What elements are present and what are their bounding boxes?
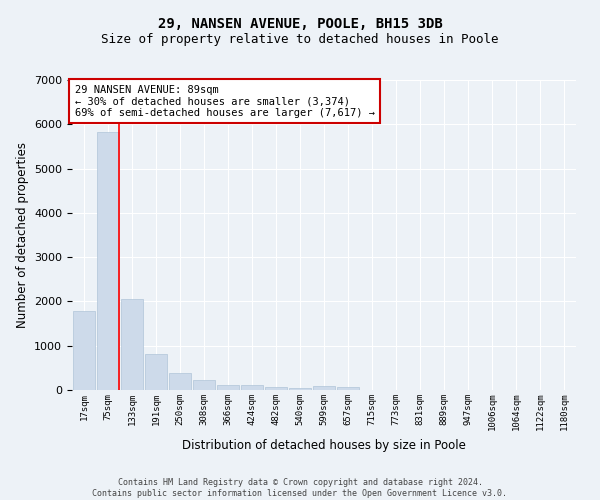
Bar bbox=[217, 384, 239, 390]
Bar bbox=[73, 311, 95, 390]
Text: Contains HM Land Registry data © Crown copyright and database right 2024.
Contai: Contains HM Land Registry data © Crown c… bbox=[92, 478, 508, 498]
Bar bbox=[169, 374, 191, 390]
Bar bbox=[97, 132, 119, 390]
Text: 29 NANSEN AVENUE: 89sqm
← 30% of detached houses are smaller (3,374)
69% of semi: 29 NANSEN AVENUE: 89sqm ← 30% of detache… bbox=[74, 84, 374, 118]
Bar bbox=[241, 385, 263, 390]
Text: Size of property relative to detached houses in Poole: Size of property relative to detached ho… bbox=[101, 32, 499, 46]
X-axis label: Distribution of detached houses by size in Poole: Distribution of detached houses by size … bbox=[182, 438, 466, 452]
Bar bbox=[145, 354, 167, 390]
Bar bbox=[193, 380, 215, 390]
Bar bbox=[121, 299, 143, 390]
Y-axis label: Number of detached properties: Number of detached properties bbox=[16, 142, 29, 328]
Bar bbox=[289, 388, 311, 390]
Bar bbox=[265, 387, 287, 390]
Text: 29, NANSEN AVENUE, POOLE, BH15 3DB: 29, NANSEN AVENUE, POOLE, BH15 3DB bbox=[158, 18, 442, 32]
Bar bbox=[337, 388, 359, 390]
Bar bbox=[313, 386, 335, 390]
